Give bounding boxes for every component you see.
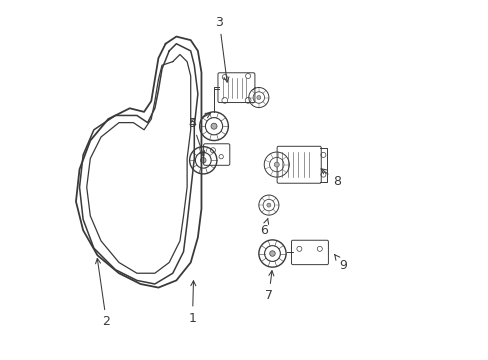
Text: 9: 9 [334,255,346,272]
Circle shape [266,203,270,207]
Circle shape [200,158,205,163]
Text: 3: 3 [215,16,228,82]
Text: 8: 8 [321,169,340,188]
Text: 2: 2 [95,258,110,328]
Text: 4: 4 [188,117,204,156]
Circle shape [256,95,260,99]
Text: 6: 6 [260,218,268,237]
Text: 7: 7 [264,271,273,302]
Text: 5: 5 [188,113,210,130]
Circle shape [269,251,275,256]
Text: 1: 1 [188,281,196,325]
Circle shape [211,123,217,129]
Circle shape [274,162,279,167]
